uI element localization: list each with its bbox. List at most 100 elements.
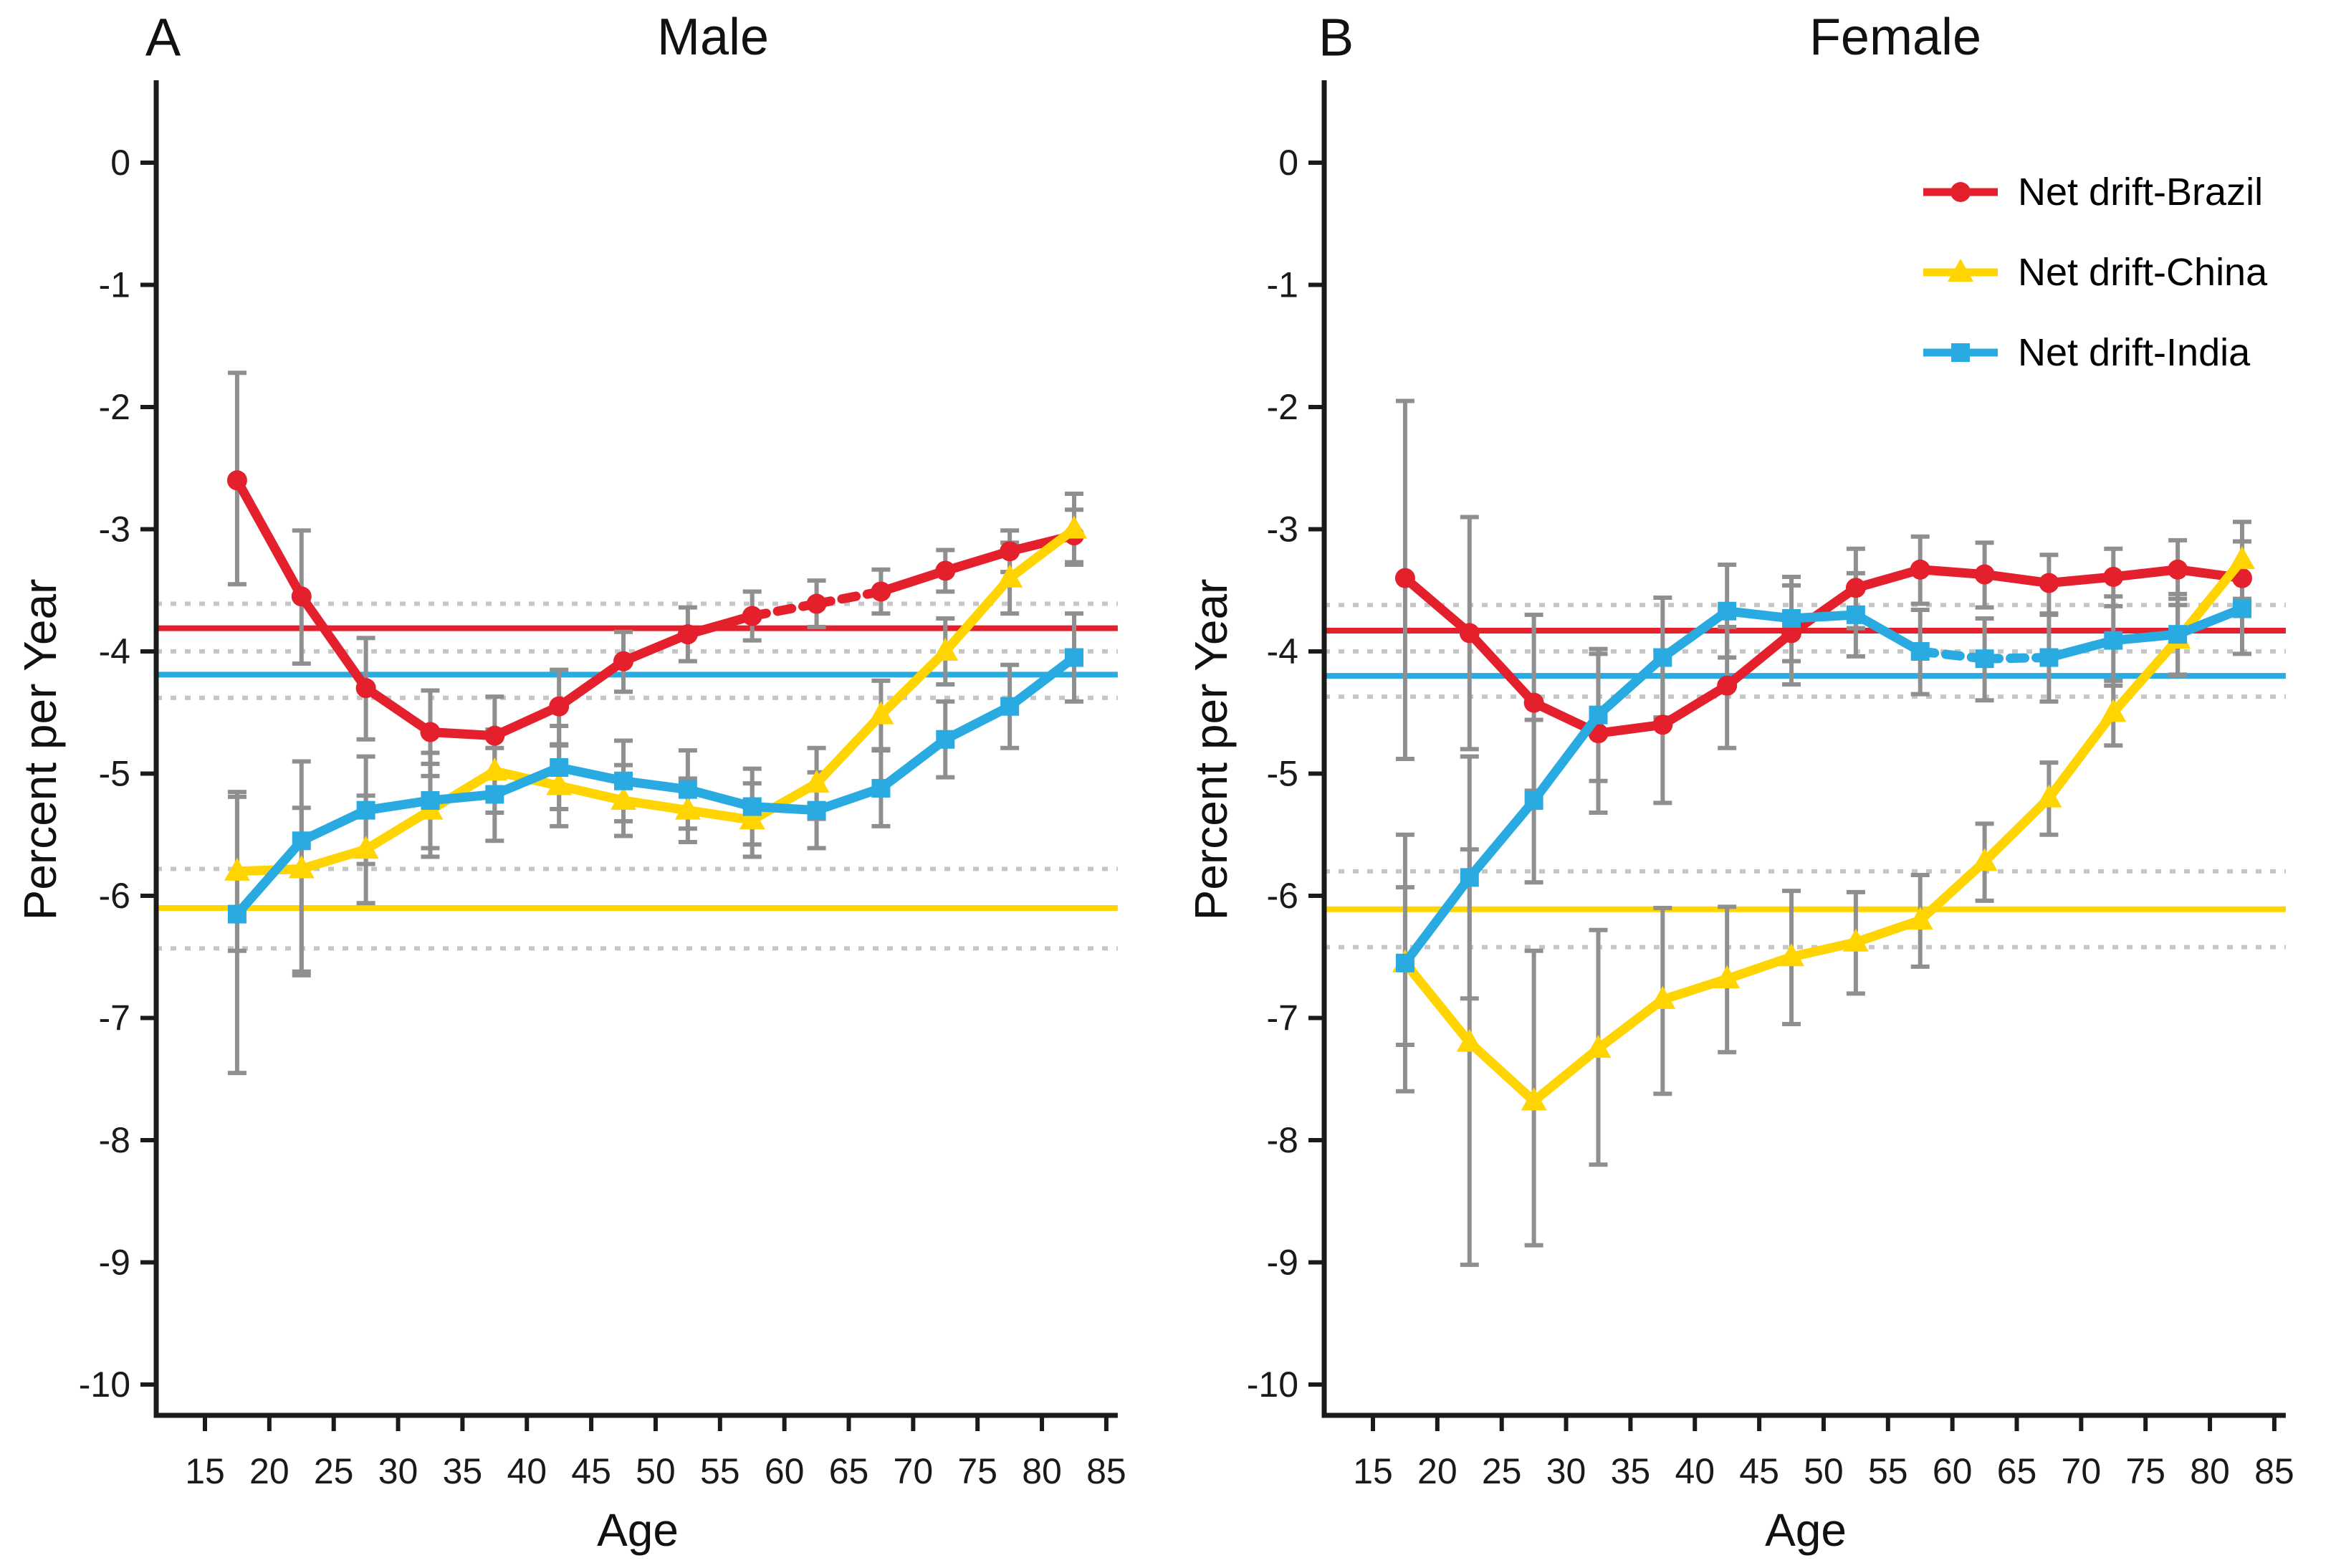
y-tick-label: -2 xyxy=(1267,387,1298,427)
panel-a-axes: 0 -1 -2 -3 -4 -5 -6 -7 -8 -9 -10 15 20 25 30 35 40 45 50 55… xyxy=(79,80,1126,1491)
india-marker xyxy=(678,780,697,799)
china-marker xyxy=(482,757,508,781)
china-marker xyxy=(1779,943,1805,967)
india-marker xyxy=(1718,601,1737,621)
india-marker xyxy=(485,785,504,804)
china-marker xyxy=(674,796,701,820)
india-marker xyxy=(1589,705,1608,725)
y-tick-label: 0 xyxy=(110,143,130,183)
x-tick-label: 65 xyxy=(829,1451,869,1491)
brazil-marker xyxy=(484,725,505,746)
panel-a-title: Male xyxy=(656,9,770,66)
series-segment-brazil xyxy=(2044,572,2118,588)
china-marker xyxy=(1061,515,1087,539)
legend-circle-marker xyxy=(1950,182,1971,202)
china-marker xyxy=(997,564,1023,588)
series-segment-brazil xyxy=(297,591,371,693)
series-segment-india xyxy=(232,836,307,919)
panel-b-axes: 0 -1 -2 -3 -4 -5 -6 -7 -8 -9 -10 15 20 25 30 35 40 45 50 55… xyxy=(1247,80,2294,1491)
series-segment-china xyxy=(683,805,757,825)
x-tick-label: 40 xyxy=(1675,1451,1715,1491)
series-segment-brazil xyxy=(554,656,628,712)
china-marker xyxy=(353,836,379,859)
china-marker xyxy=(1907,907,1933,930)
x-tick-label: 80 xyxy=(2190,1451,2230,1491)
brazil-marker xyxy=(1974,564,1995,585)
x-tick-label: 85 xyxy=(2254,1451,2294,1491)
india-marker xyxy=(1460,868,1479,887)
series-segment-india xyxy=(1529,710,1603,805)
series-segment-brazil xyxy=(1851,565,1925,593)
series-segment-brazil xyxy=(1915,565,1990,580)
brazil-marker xyxy=(1781,623,1802,644)
y-tick-label: -6 xyxy=(1267,876,1298,916)
series-segment-brazil xyxy=(1722,628,1796,691)
series-segment-china xyxy=(1722,952,1796,984)
series-segment-china xyxy=(1400,958,1475,1048)
series-segment-india xyxy=(876,735,950,793)
x-tick-label: 15 xyxy=(185,1451,225,1491)
x-tick-label: 55 xyxy=(1868,1451,1908,1491)
series-segment-brazil xyxy=(489,702,564,741)
brazil-marker xyxy=(742,606,762,626)
x-tick-label: 70 xyxy=(2062,1451,2102,1491)
series-segment-india xyxy=(747,802,822,816)
brazil-marker xyxy=(420,722,441,742)
india-marker xyxy=(1782,608,1801,628)
india-marker xyxy=(227,904,246,924)
series-china xyxy=(1392,546,2255,1111)
brazil-marker xyxy=(2039,573,2059,593)
y-tick-label: -4 xyxy=(99,631,130,671)
china-marker xyxy=(611,787,637,811)
series-segment-china xyxy=(2108,634,2183,717)
series-segment-china xyxy=(297,844,371,874)
y-tick-label: -7 xyxy=(1267,998,1298,1038)
brazil-marker xyxy=(1845,578,1866,598)
panel-b-title: Female xyxy=(1809,9,1982,66)
india-marker xyxy=(2104,631,2123,650)
x-tick-label: 70 xyxy=(894,1451,934,1491)
brazil-marker xyxy=(613,651,634,671)
series-segment-china xyxy=(1915,856,1990,925)
series-segment-brazil xyxy=(876,565,950,596)
brazil-marker xyxy=(1652,714,1673,735)
china-marker xyxy=(1521,1087,1547,1111)
y-tick-label: -10 xyxy=(1247,1364,1298,1405)
series-segment-brazil xyxy=(1657,681,1732,730)
legend-item-china: Net drift-China xyxy=(1918,232,2267,312)
china-marker xyxy=(1456,1028,1483,1052)
x-tick-label: 30 xyxy=(378,1451,418,1491)
x-tick-label: 20 xyxy=(1417,1451,1457,1491)
y-tick-label: -9 xyxy=(99,1243,130,1283)
india-marker xyxy=(871,778,891,798)
x-tick-label: 45 xyxy=(1739,1451,1779,1491)
series-segment-india xyxy=(812,783,886,816)
brazil-marker xyxy=(935,560,956,581)
x-tick-label: 55 xyxy=(700,1451,740,1491)
china-marker xyxy=(2100,699,2127,722)
y-tick-label: -9 xyxy=(1267,1243,1298,1283)
series-segment-china xyxy=(554,781,628,805)
brazil-marker xyxy=(677,624,698,645)
series-segment-india xyxy=(1593,653,1667,720)
brazil-marker xyxy=(1523,692,1544,713)
series-brazil xyxy=(226,470,1084,746)
india-marker xyxy=(614,771,633,790)
x-tick-label: 50 xyxy=(1804,1451,1844,1491)
series-segment-china xyxy=(1786,937,1861,962)
series-segment-india xyxy=(1915,646,1990,664)
series-segment-india xyxy=(1851,610,1925,656)
x-tick-label: 25 xyxy=(314,1451,354,1491)
y-tick-label: 0 xyxy=(1278,143,1298,183)
brazil-marker xyxy=(1459,623,1480,644)
india-marker xyxy=(2232,599,2251,618)
brazil-marker xyxy=(1717,675,1738,696)
x-tick-label: 35 xyxy=(1611,1451,1651,1491)
india-marker xyxy=(936,730,955,749)
brazil-marker xyxy=(2103,566,2124,587)
series-segment-brazil xyxy=(425,727,499,741)
series-segment-india xyxy=(2108,629,2183,646)
x-tick-label: 60 xyxy=(1933,1451,1973,1491)
y-tick-label: -5 xyxy=(99,754,130,794)
